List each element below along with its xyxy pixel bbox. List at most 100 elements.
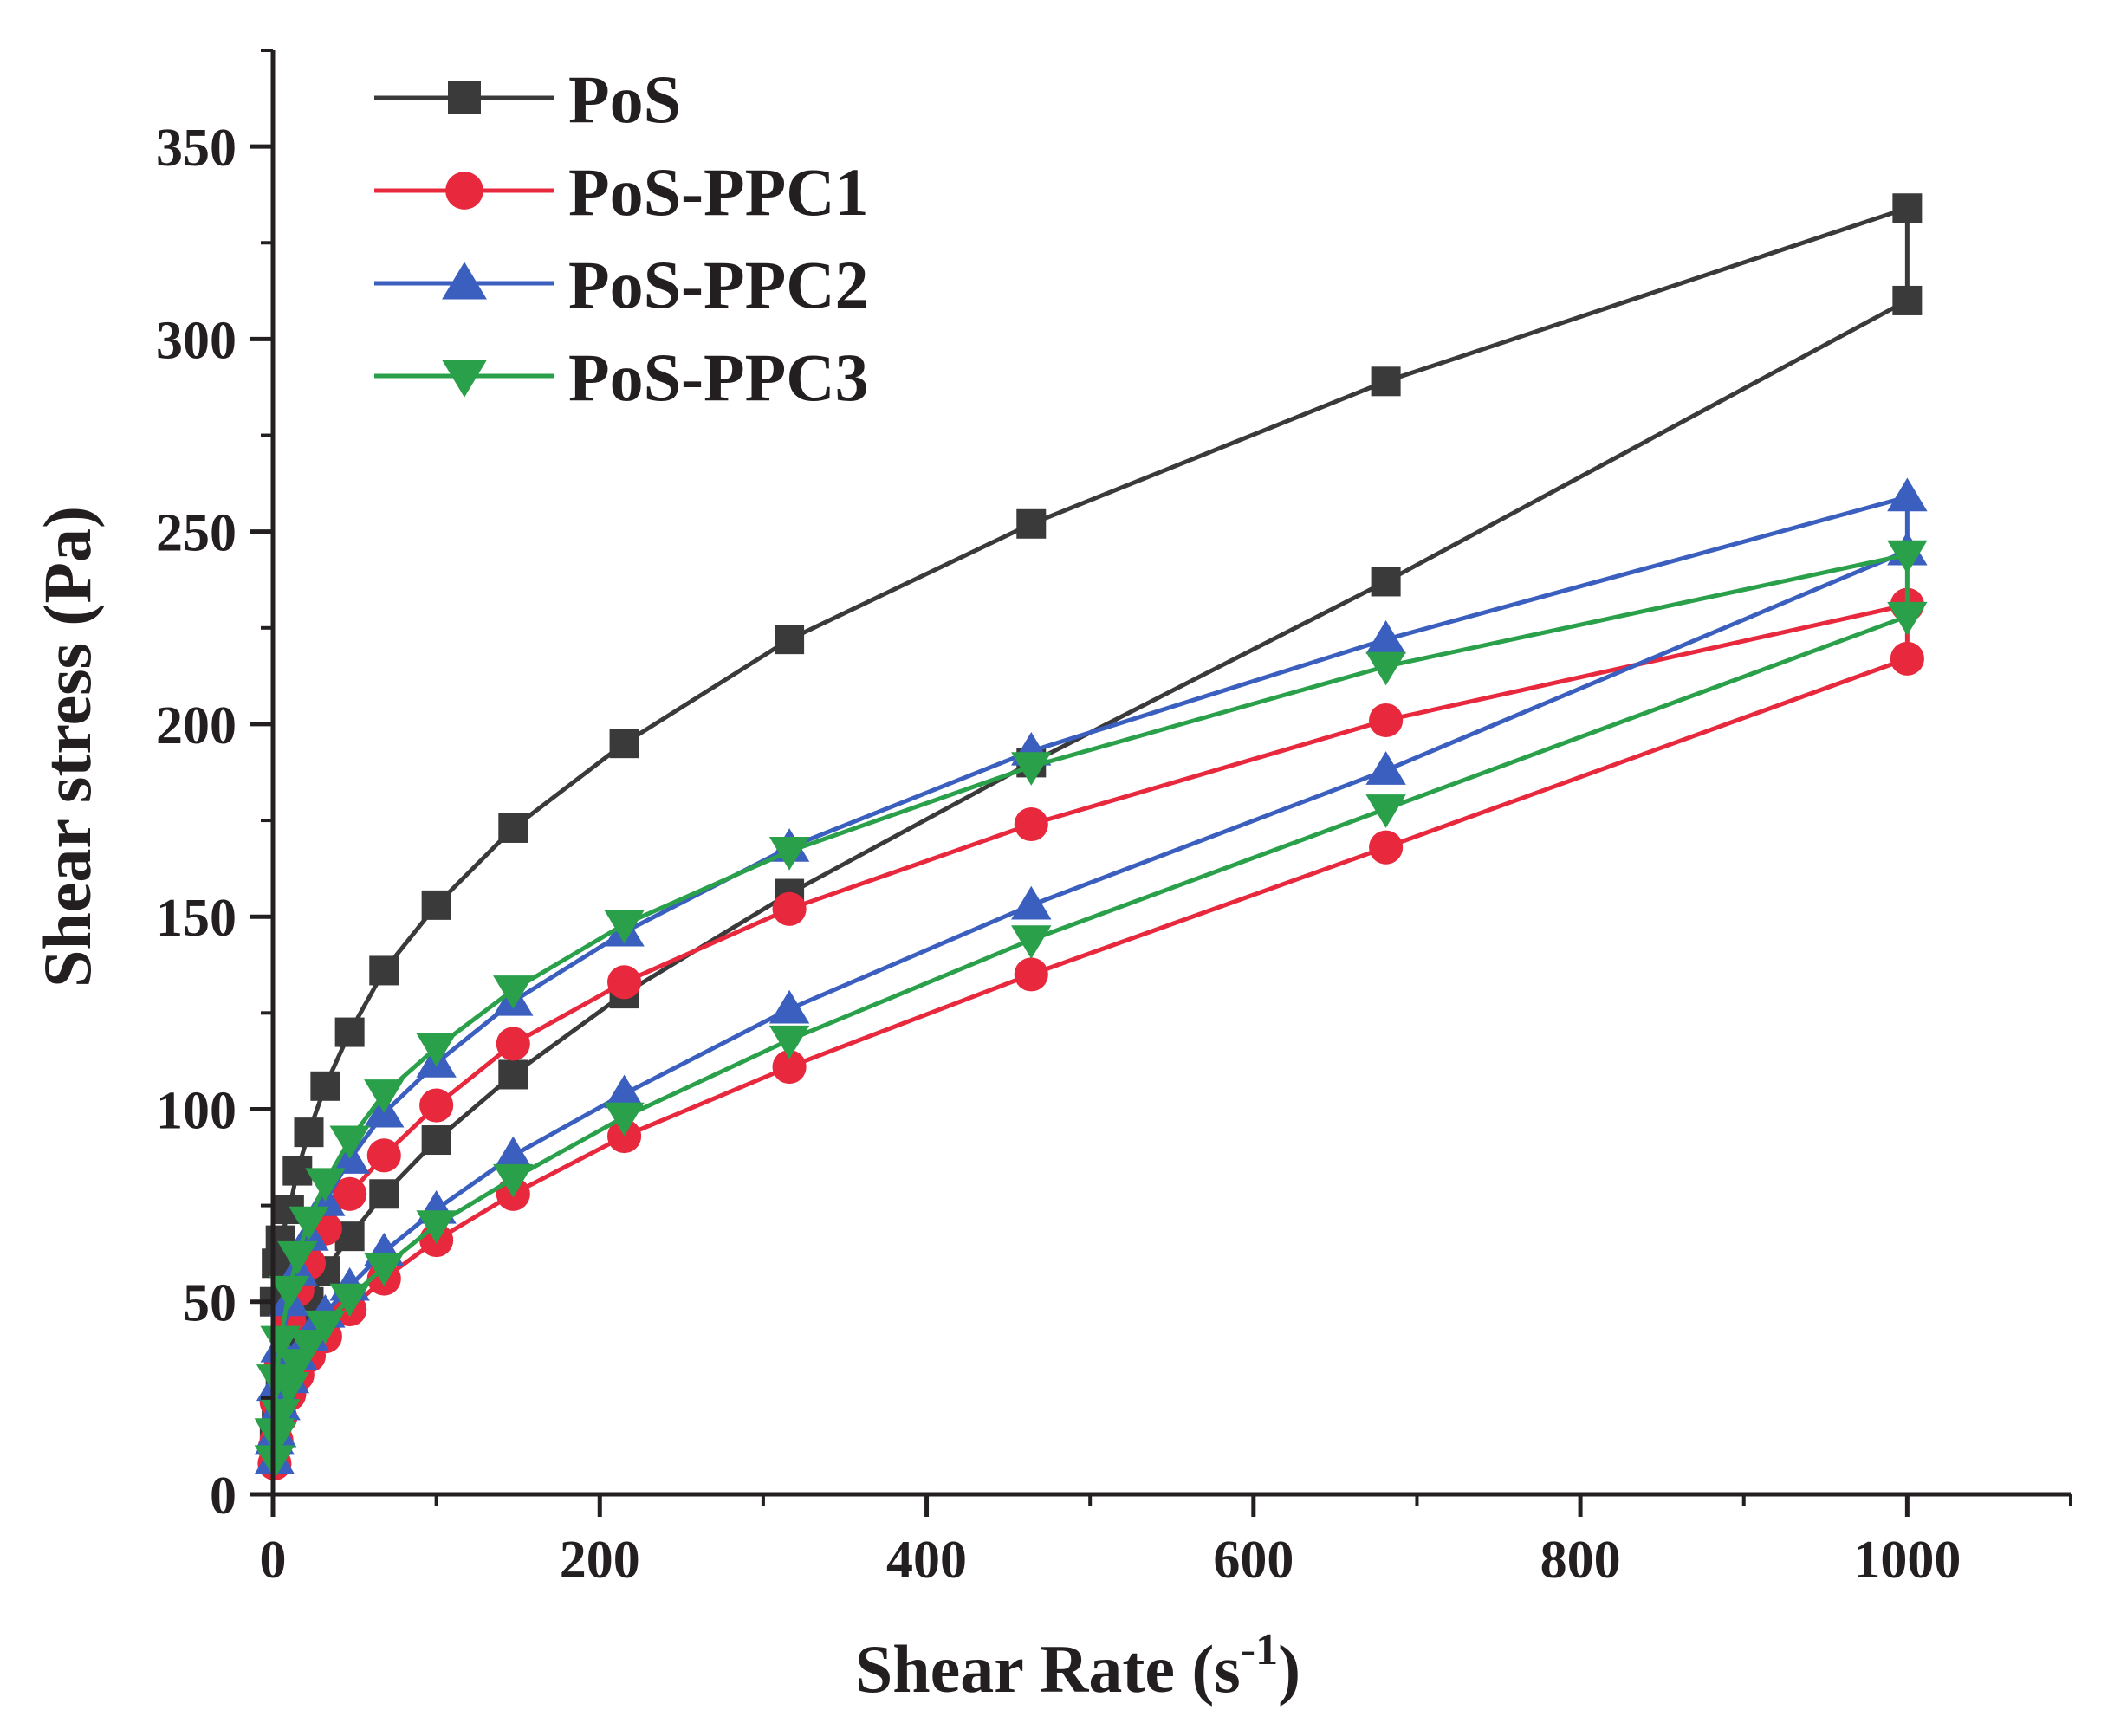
data-point [277,1349,318,1383]
data-point [419,1088,454,1123]
data-point [369,955,399,986]
x-tick-label: 600 [1213,1531,1294,1590]
data-point [1892,285,1923,315]
data-point [1011,885,1052,920]
legend-entry: PoS [374,62,681,137]
axes: 0 200 400 600 800 1000 0 50 100 150 200 250 300 350 [156,49,2072,1590]
y-tick-label: 250 [156,504,237,563]
data-point [1011,752,1052,786]
data-point [1365,751,1406,785]
data-point [604,1074,645,1109]
data-point [768,837,810,871]
legend-label: PoS-PPC1 [568,154,869,230]
data-point [416,1210,457,1244]
data-point [604,1102,645,1137]
legend-label: PoS-PPC3 [568,340,869,415]
series-pos-ppc1 [257,587,1924,1480]
data-point [269,1371,310,1406]
data-point [333,1176,367,1211]
data-point [1365,620,1406,654]
x-tick-label: 200 [560,1531,640,1590]
data-point [1369,830,1404,865]
data-point [1371,366,1401,397]
data-point [607,1119,642,1154]
data-point [609,729,639,759]
data-point [277,1240,318,1275]
x-tick-label: 800 [1540,1531,1621,1590]
data-point [607,965,642,1000]
y-tick-label: 50 [183,1274,237,1333]
data-point [421,1125,451,1156]
plot-area [254,193,1928,1480]
legend-marker [442,360,487,398]
series-pos-ppc3 [254,540,1928,1480]
data-point [329,1125,370,1160]
legend-entry: PoS-PPC1 [374,154,869,230]
legend-label: PoS [568,62,681,137]
legend-entry: PoS-PPC2 [374,247,869,322]
y-tick-label: 150 [156,889,237,948]
data-point [1887,477,1928,512]
data-point [364,1079,405,1113]
x-tick-label: 400 [886,1531,967,1590]
x-axis-title-main: Shear Rate (s [855,1631,1241,1707]
data-point [329,1283,370,1318]
legend: PoS PoS-PPC1 PoS-PPC2 PoS-PPC3 [374,62,869,415]
data-point [1887,601,1928,636]
data-point [1016,508,1047,539]
data-point [310,1071,340,1101]
data-point [493,1163,534,1198]
data-point [369,1179,399,1209]
data-point [416,1033,457,1067]
y-tick-label: 350 [156,119,237,178]
data-point [260,1325,301,1360]
y-tick-label: 300 [156,311,237,370]
legend-label: PoS-PPC2 [568,247,869,322]
axis-titles: Shear Rate (s-1) Shear stress (Pa) [29,506,1300,1707]
x-axis-title-superscript: -1 [1241,1625,1278,1674]
data-point [1371,567,1401,597]
data-point [772,891,807,926]
y-tick-label: 200 [156,696,237,755]
data-point [1365,651,1406,686]
x-tick-label: 1000 [1853,1531,1961,1590]
data-point [269,1275,310,1310]
data-point [1369,703,1404,738]
legend-marker [445,172,483,210]
data-point [496,1027,530,1061]
y-tick-label: 100 [156,1081,237,1140]
data-point [289,1206,329,1240]
data-point [289,1330,329,1364]
y-tick-label: 0 [210,1467,237,1525]
data-point [775,625,805,655]
data-point [1887,540,1928,574]
y-axis-title: Shear stress (Pa) [29,506,105,988]
data-point [604,910,645,944]
data-point [1014,806,1048,842]
data-point [256,1422,297,1456]
legend-entry: PoS-PPC3 [374,340,869,415]
legend-marker [448,81,481,114]
data-point [1365,794,1406,828]
data-point [772,1050,807,1085]
data-point [768,989,810,1024]
data-point [366,1138,401,1173]
data-point [1011,925,1052,959]
data-point [768,1025,810,1059]
legend-marker [442,262,487,300]
data-point [498,1059,528,1090]
data-point [305,1310,346,1344]
data-point [294,1117,324,1148]
x-axis-title: Shear Rate (s-1) [855,1625,1300,1707]
data-point [498,813,528,843]
data-point [493,975,534,1009]
data-point [421,890,451,920]
data-point [493,1136,534,1170]
data-point [1892,193,1923,223]
data-point [1014,957,1048,992]
data-point [364,1253,405,1286]
data-point [260,1399,301,1433]
x-tick-label: 0 [260,1531,287,1590]
data-point [1890,641,1924,676]
